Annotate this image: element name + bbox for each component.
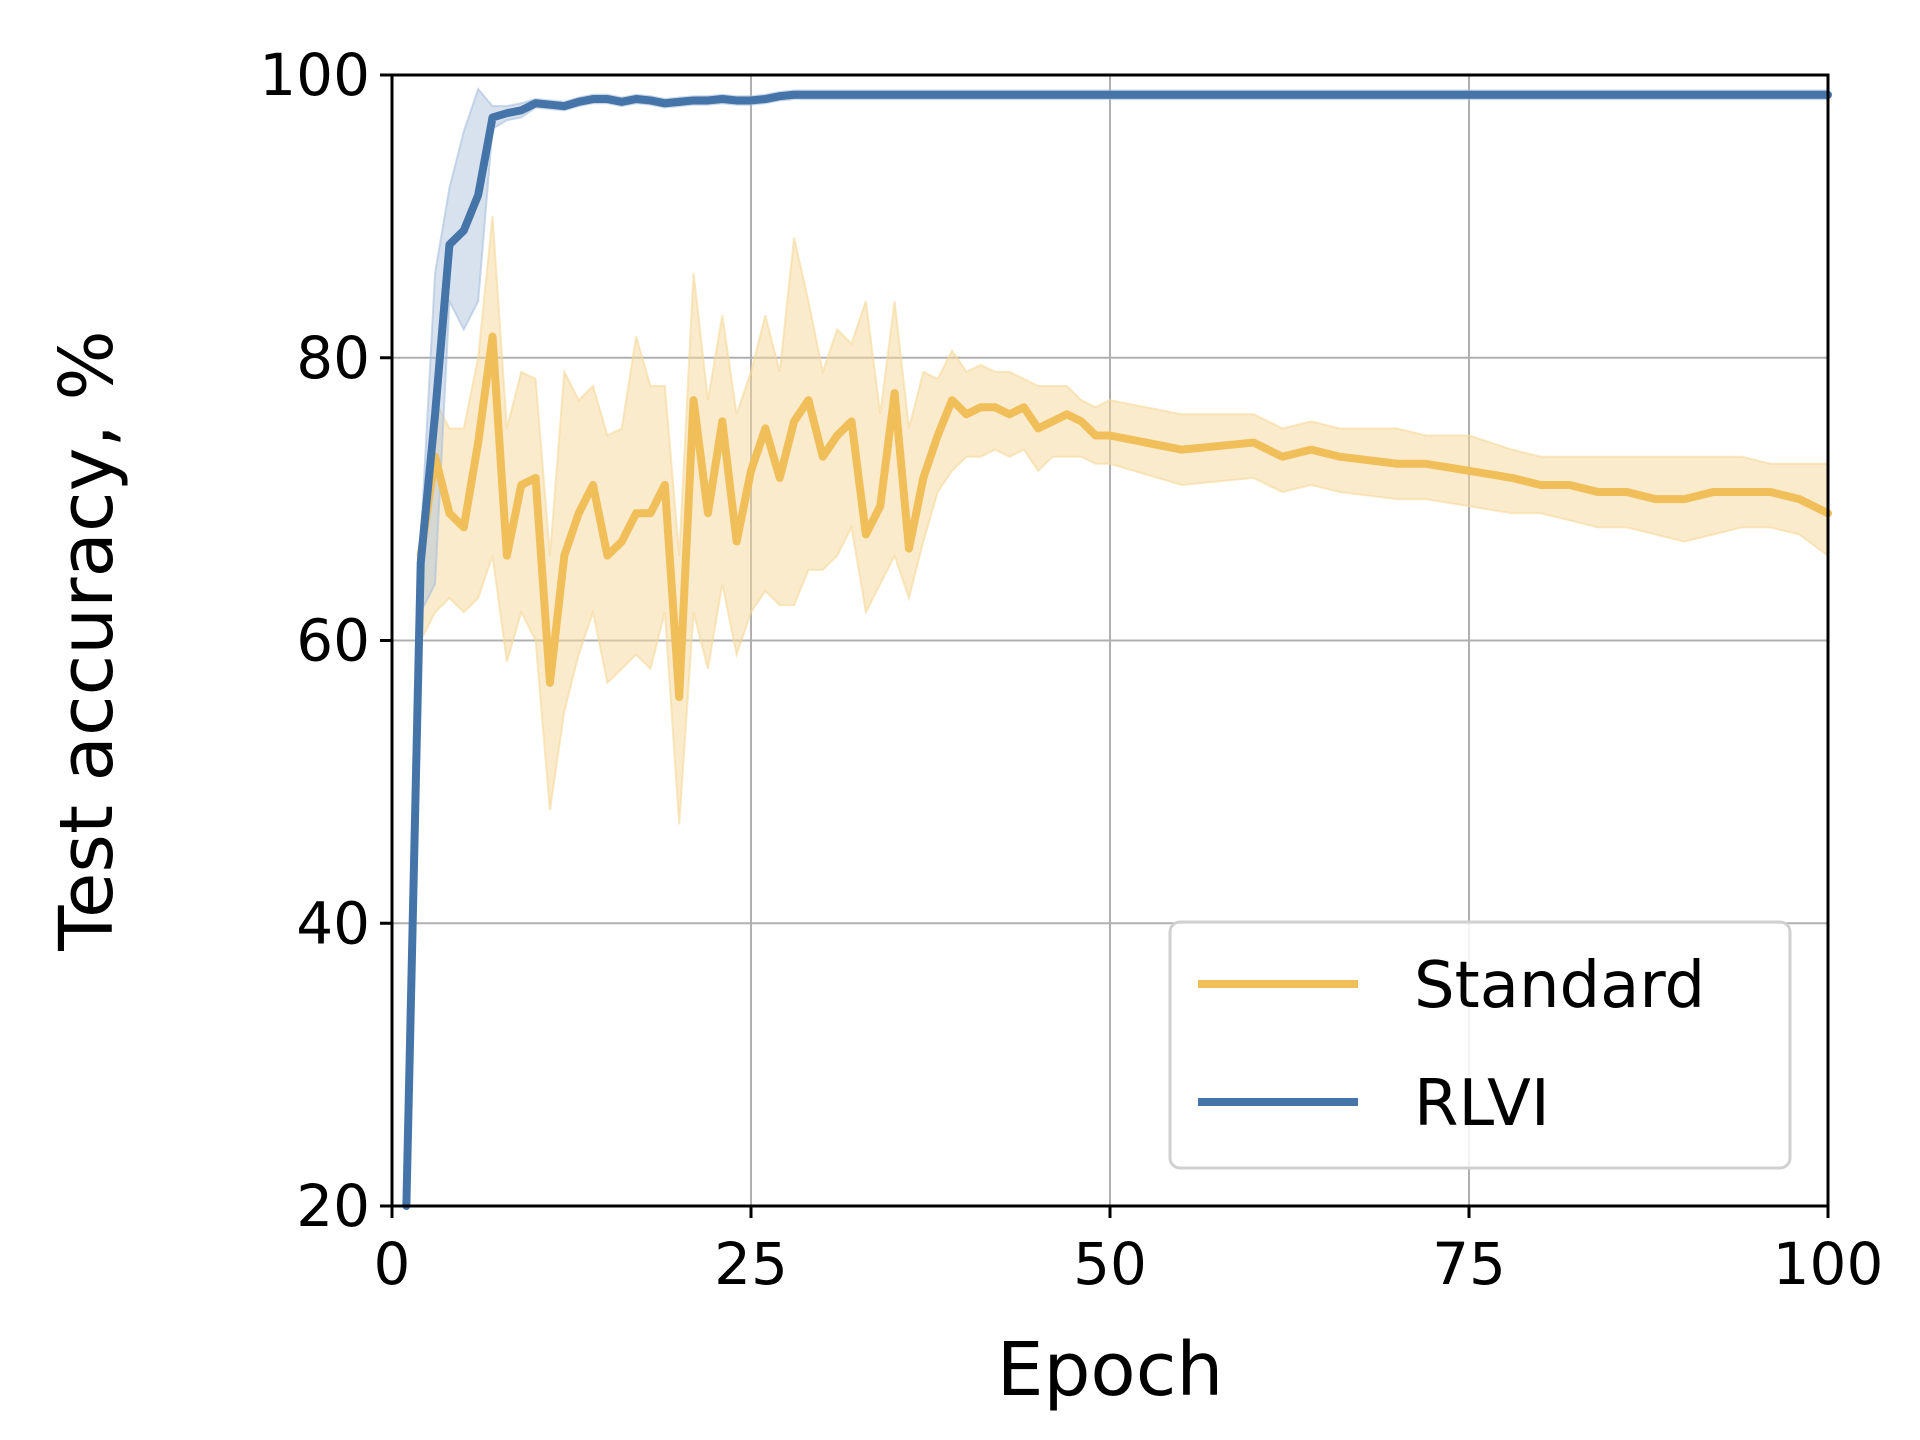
y-tick-label: 60 bbox=[296, 607, 370, 675]
legend-label-standard: Standard bbox=[1414, 949, 1705, 1023]
legend: Standard RLVI bbox=[1168, 920, 1792, 1170]
y-tick-label: 20 bbox=[296, 1172, 370, 1240]
x-tick-label: 100 bbox=[1773, 1230, 1884, 1298]
x-tick-label: 0 bbox=[374, 1230, 411, 1298]
x-axis-title: Epoch bbox=[997, 1327, 1224, 1413]
series-lines bbox=[402, 90, 1832, 1210]
axis-ticks: 0 25 50 75 100 20 40 60 80 100 bbox=[259, 41, 1883, 1298]
y-axis-title: Test accuracy, % bbox=[44, 330, 130, 951]
legend-label-rlvi: RLVI bbox=[1414, 1067, 1550, 1141]
x-tick-label: 50 bbox=[1073, 1230, 1147, 1298]
y-tick-label: 40 bbox=[296, 889, 370, 957]
series-line-rlvi bbox=[402, 90, 1832, 1210]
y-tick-label: 80 bbox=[296, 324, 370, 392]
y-tick-label: 100 bbox=[259, 41, 370, 109]
x-tick-label: 25 bbox=[714, 1230, 788, 1298]
x-tick-label: 75 bbox=[1432, 1230, 1506, 1298]
